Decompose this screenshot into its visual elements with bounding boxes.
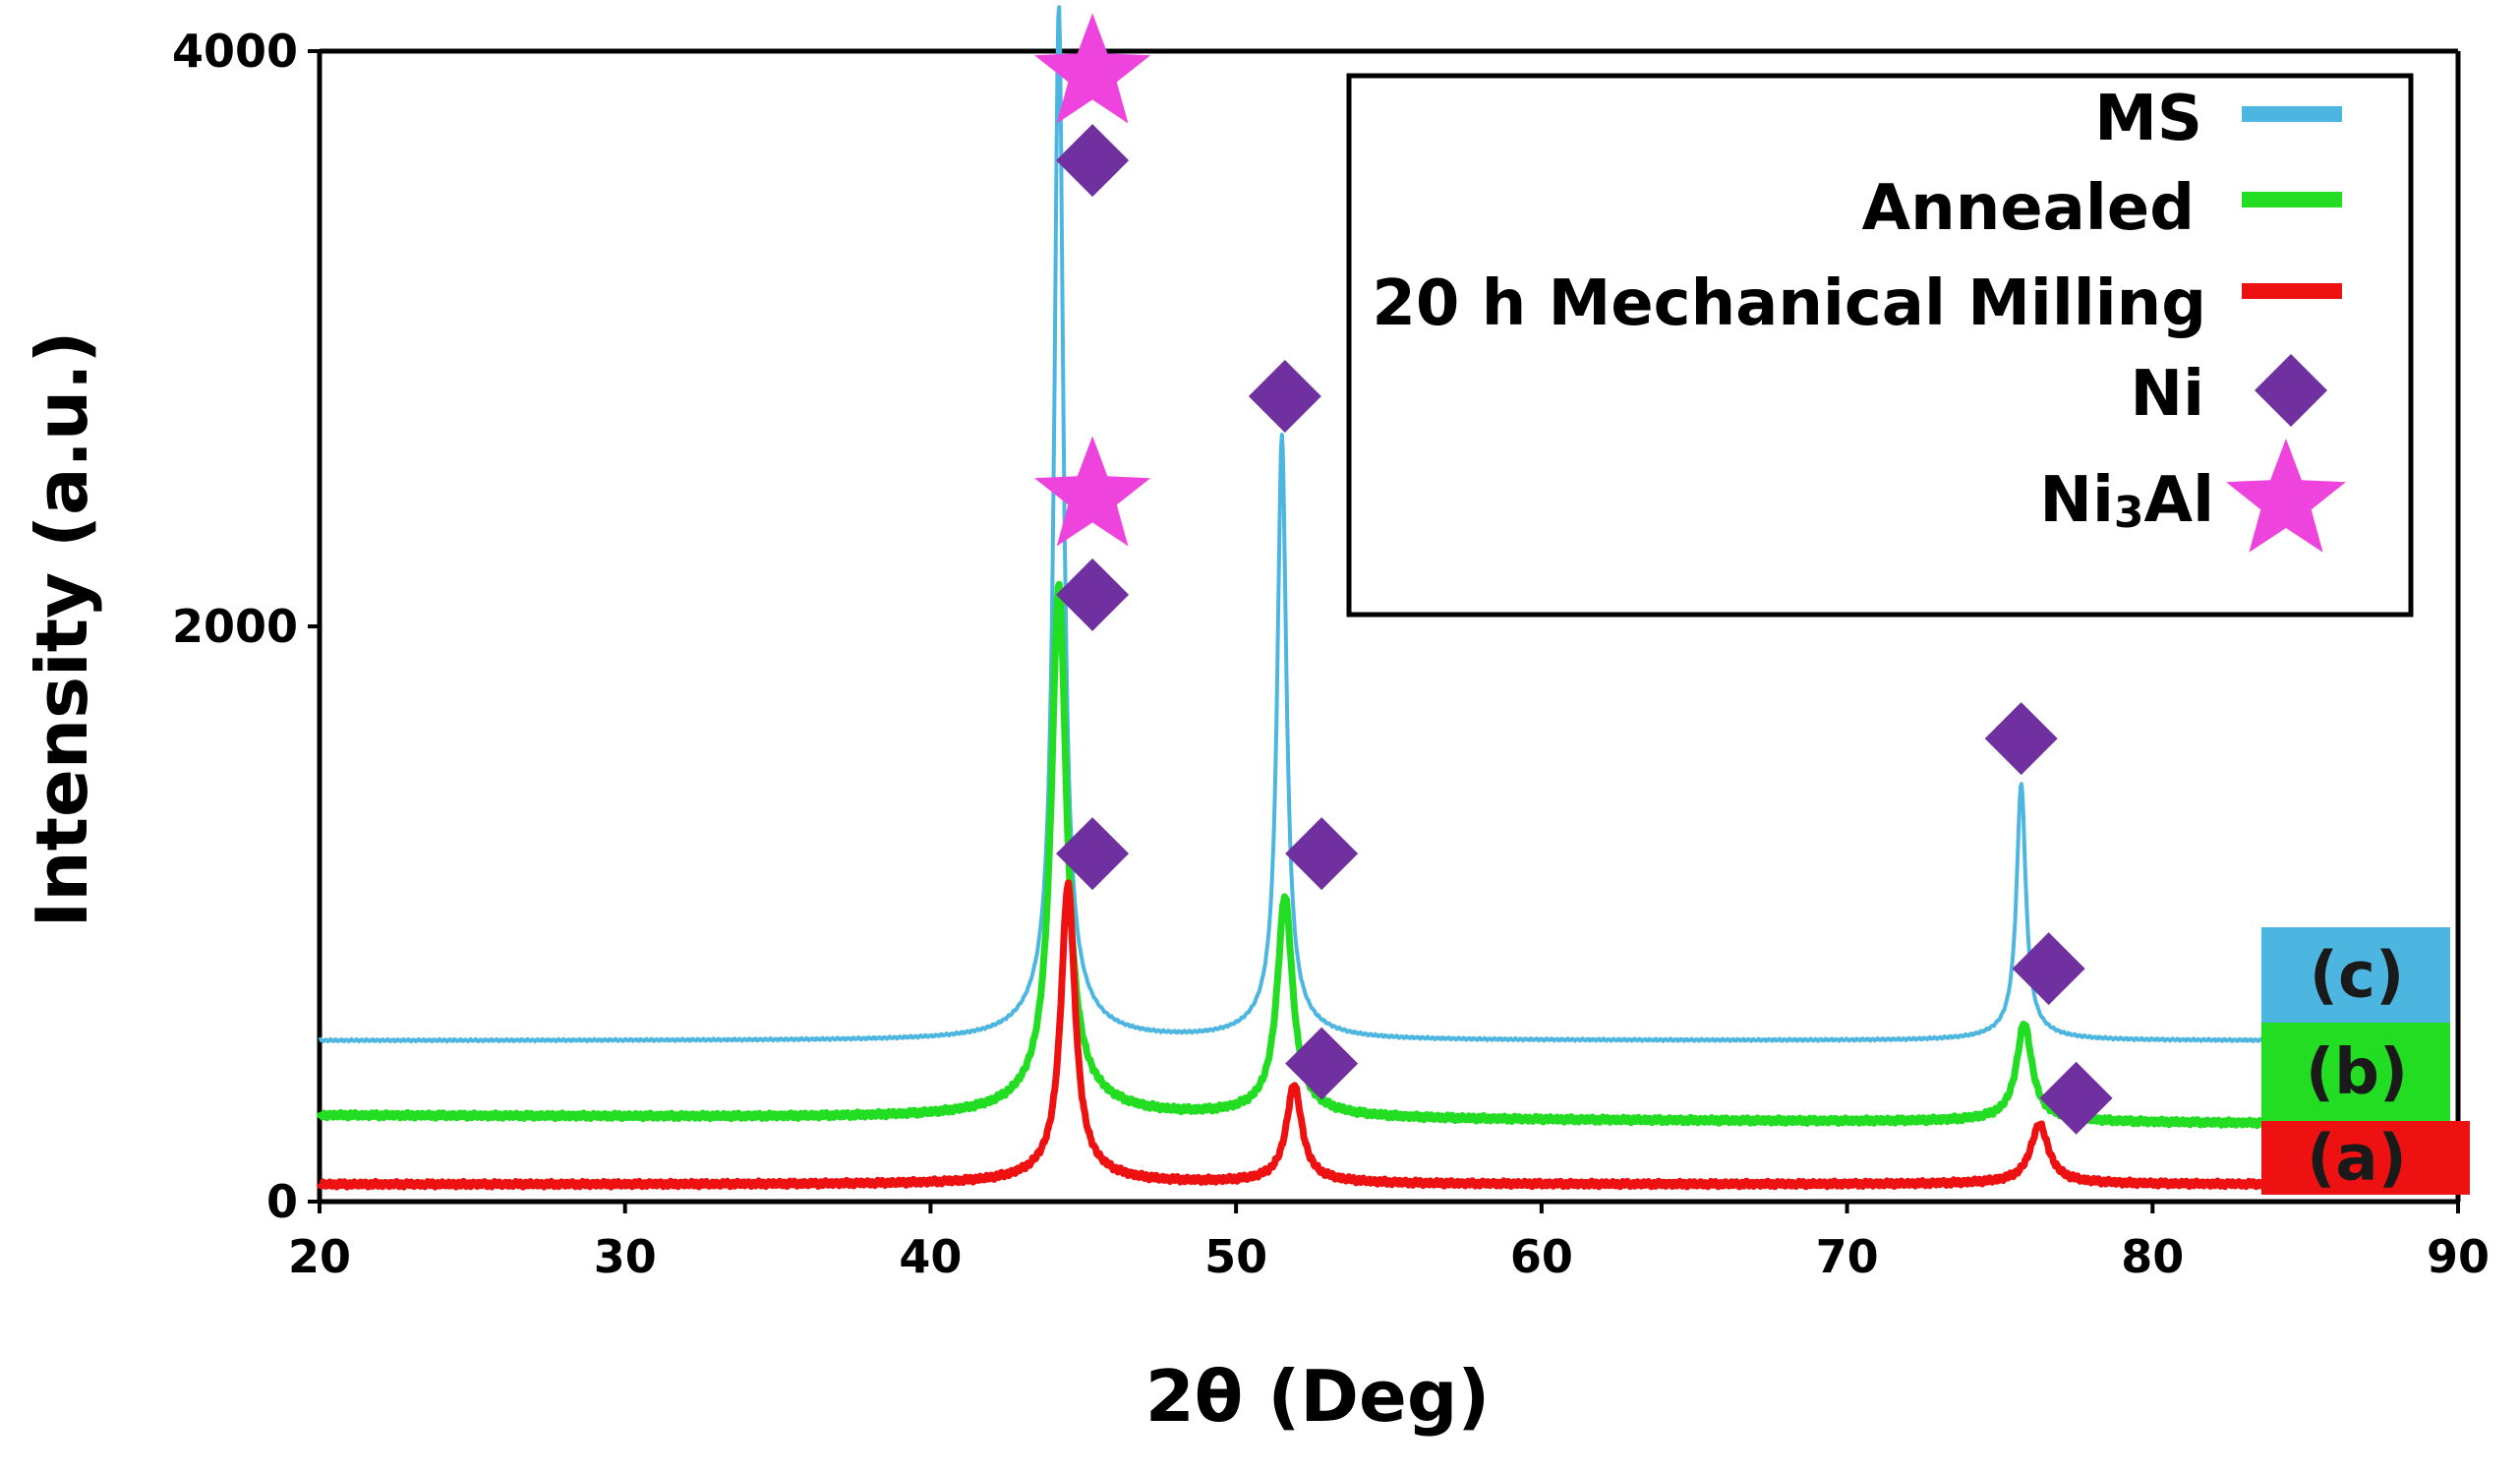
ni-diamond-marker	[2039, 1061, 2113, 1135]
legend-label-ms: MS	[2094, 83, 2202, 155]
series-label-boxes: (c) (b) (a)	[2261, 927, 2470, 1196]
legend-box	[1346, 73, 2414, 618]
series-line-annealed	[316, 580, 2436, 1130]
ni-diamond-marker	[2012, 932, 2085, 1006]
ni-diamond-marker	[1285, 1027, 1359, 1100]
x-tick-label: 80	[2121, 1230, 2184, 1283]
x-tick-label: 90	[2427, 1230, 2490, 1283]
series-box-label: (b)	[2306, 1036, 2408, 1109]
series-box-2	[2261, 1121, 2470, 1195]
ni3al-star-marker	[1034, 13, 1151, 124]
x-axis-title: 2θ (Deg)	[1145, 1355, 1491, 1438]
ni-diamond-marker	[1984, 702, 2058, 776]
legend-label-ni3al-tail: Al	[2144, 464, 2214, 537]
y-axis-title: Intensity (a.u.)	[21, 331, 103, 928]
legend-label-ni: Ni	[2131, 358, 2205, 431]
legend-label-milling: 20 h Mechanical Milling	[1372, 267, 2206, 340]
x-tick-label: 50	[1204, 1230, 1267, 1283]
legend: MS Annealed 20 h Mechanical Milling Ni N…	[1346, 73, 2414, 618]
x-tick-label: 20	[288, 1230, 351, 1283]
series-line-milling	[316, 879, 2436, 1191]
legend-label-ni3al: Ni3Al	[2039, 464, 2214, 538]
y-tick-label: 0	[266, 1175, 298, 1228]
legend-label-annealed: Annealed	[1862, 172, 2195, 245]
phase-markers	[1034, 13, 2113, 1135]
ni3al-star-marker	[1034, 436, 1151, 547]
legend-label-ni3al-sub: 3	[2114, 488, 2144, 538]
ni-diamond-marker	[1285, 817, 1359, 891]
x-axis-ticks: 20 30 40 50 60 70 80 90	[288, 1202, 2490, 1283]
ni-diamond-marker	[1056, 558, 1130, 631]
series-box-label: (a)	[2307, 1123, 2407, 1196]
x-tick-label: 30	[594, 1230, 657, 1283]
x-tick-label: 70	[1816, 1230, 1879, 1283]
y-axis-ticks: 0 2000 4000	[172, 25, 320, 1228]
ni-diamond-marker	[1056, 124, 1130, 198]
legend-diamond-marker	[2255, 354, 2327, 427]
y-tick-label: 2000	[172, 600, 298, 653]
series-box-0	[2261, 927, 2450, 1023]
y-tick-label: 4000	[172, 25, 298, 78]
x-tick-label: 60	[1510, 1230, 1573, 1283]
series-line-ms	[318, 5, 2435, 1044]
x-tick-label: 40	[899, 1230, 962, 1283]
legend-label-ni3al-base: Ni	[2039, 464, 2114, 537]
series-box-label: (c)	[2310, 940, 2404, 1013]
series-box-1	[2261, 1023, 2450, 1121]
ni-diamond-marker	[1248, 360, 1321, 433]
ni-diamond-marker	[1056, 817, 1130, 891]
legend-star-marker	[2226, 439, 2346, 553]
